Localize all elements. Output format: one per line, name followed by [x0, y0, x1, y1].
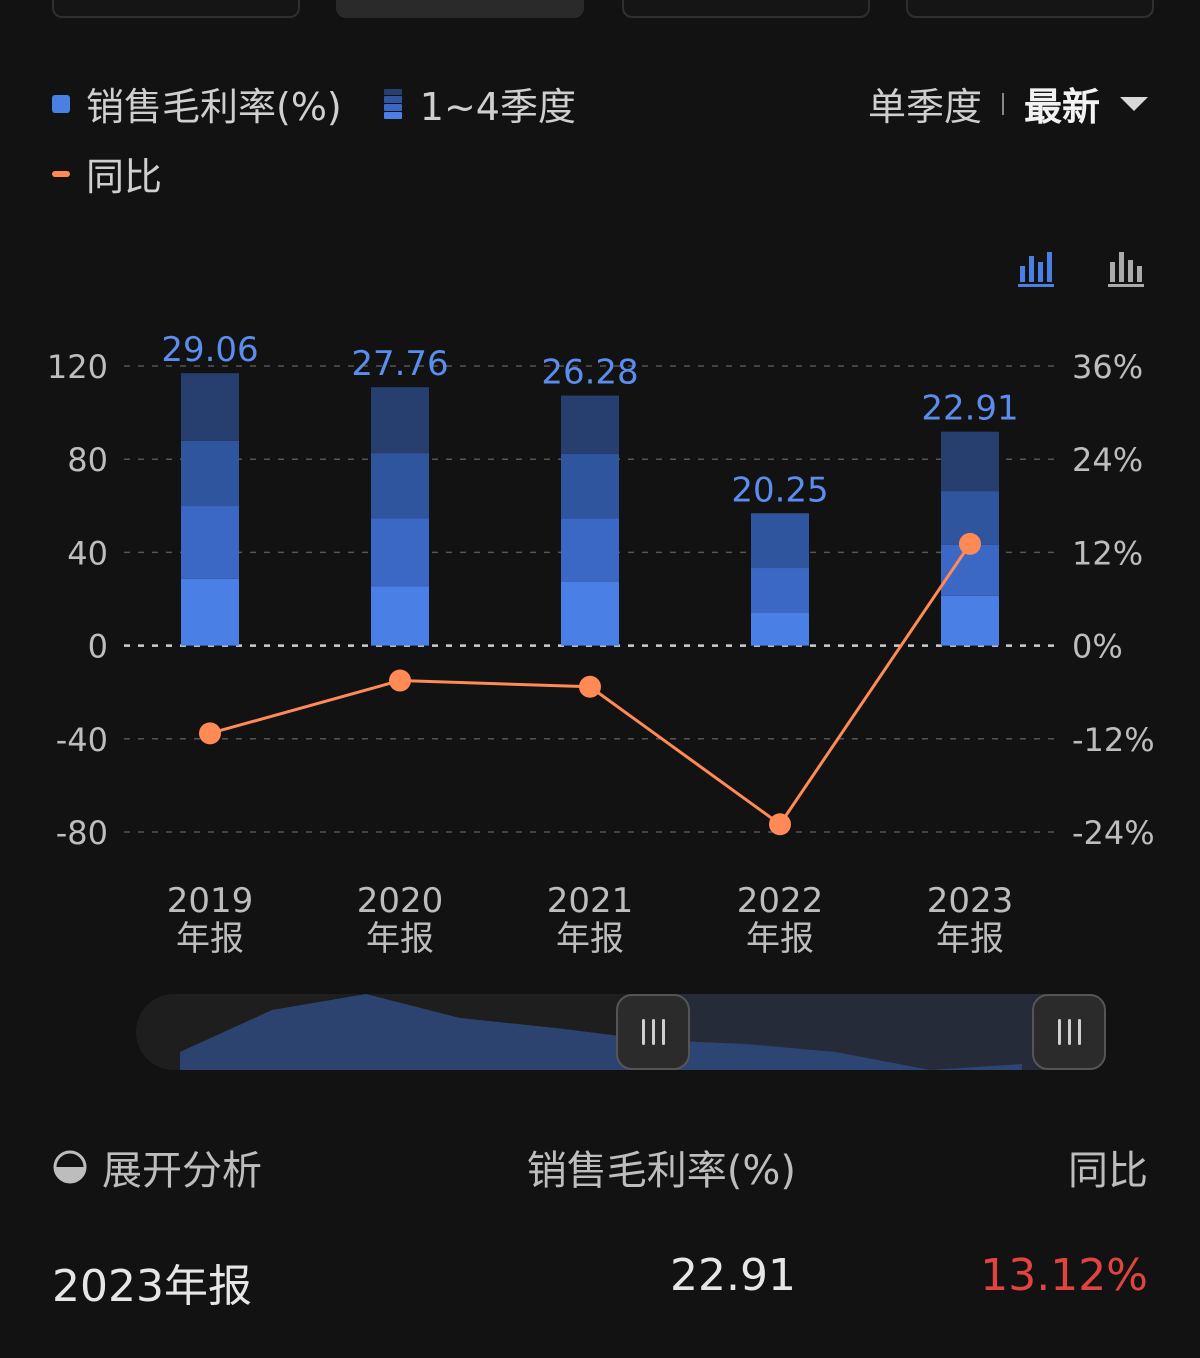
range-handle-start[interactable]	[616, 994, 690, 1070]
pie-icon	[53, 1150, 87, 1184]
legend-line-label[interactable]: 同比	[86, 155, 163, 199]
mode-divider	[1001, 92, 1004, 115]
legend-row-1: 销售毛利率(%) 1~4季度	[52, 76, 576, 131]
yoy-point	[769, 813, 791, 836]
bar-segment	[941, 431, 999, 492]
chevron-down-icon[interactable]	[1120, 96, 1148, 111]
yoy-point	[389, 669, 411, 692]
legend-bar-label[interactable]: 销售毛利率(%)	[86, 85, 342, 129]
expand-analysis[interactable]: 展开分析	[52, 1138, 262, 1196]
left-tick-label: 120	[47, 348, 108, 386]
x-tick-label: 年报	[176, 919, 244, 959]
legend-swatch-line	[52, 170, 70, 177]
left-tick-label: -80	[56, 814, 108, 852]
x-tick-label: 年报	[556, 919, 624, 959]
table-header: 展开分析 销售毛利率(%) 同比	[52, 1138, 1148, 1198]
col-yoy-header: 同比	[1068, 1148, 1148, 1194]
tab-1[interactable]	[52, 0, 300, 18]
x-tick-label: 年报	[746, 919, 814, 959]
bar-segment	[371, 387, 429, 454]
bar-segment	[371, 518, 429, 587]
x-tick-label: 2019	[167, 881, 254, 921]
range-handle-end[interactable]	[1032, 994, 1106, 1070]
bar-segment	[181, 578, 239, 646]
col-metric-header: 销售毛利率(%)	[526, 1148, 796, 1194]
expand-analysis-label: 展开分析	[102, 1148, 262, 1194]
row-period: 2023年报	[52, 1261, 252, 1312]
bar-segment	[561, 518, 619, 582]
bar-segment	[561, 581, 619, 646]
bar-segment	[561, 395, 619, 454]
bar-segment	[371, 453, 429, 519]
row-yoy: 13.12%	[980, 1250, 1148, 1301]
legend-row-2: 同比	[52, 146, 162, 201]
x-tick-label: 2021	[547, 881, 634, 921]
right-tick-label: -12%	[1072, 721, 1155, 759]
left-tick-label: 0	[88, 628, 108, 666]
bar-segment	[181, 373, 239, 441]
period-mode-switch[interactable]: 单季度 最新	[868, 76, 1148, 131]
gross-margin-chart: 120 36% 80 24% 40 12% 0 0% -40 -12% -80 -24% 29.06 27…	[47, 330, 1155, 959]
legend-swatch-quarters	[383, 88, 402, 119]
x-tick-label: 2022	[737, 881, 824, 921]
right-tick-label: 24%	[1072, 441, 1143, 479]
yoy-point	[959, 532, 981, 555]
bar-segment	[751, 612, 809, 646]
bar-value-label: 22.91	[921, 389, 1018, 429]
right-tick-label: 0%	[1072, 628, 1123, 666]
row-value: 22.91	[670, 1250, 796, 1301]
bar-segment	[751, 513, 809, 569]
x-tick-label: 年报	[366, 919, 434, 959]
bar-segment	[371, 586, 429, 646]
x-tick-label: 2023	[927, 881, 1014, 921]
bar-chart-icon[interactable]	[1016, 248, 1056, 288]
bar-segment	[181, 506, 239, 579]
column-chart-icon[interactable]	[1106, 248, 1146, 288]
left-tick-label: 40	[67, 534, 108, 572]
bar-value-label: 20.25	[731, 470, 828, 510]
bar-value-label: 29.06	[161, 330, 258, 370]
tab-3[interactable]	[622, 0, 870, 18]
tab-4[interactable]	[906, 0, 1154, 18]
bar-segment	[941, 595, 999, 646]
left-tick-label: 80	[67, 441, 108, 479]
bar-value-label: 26.28	[541, 353, 638, 393]
mode-single-quarter[interactable]: 单季度	[867, 85, 982, 129]
mode-latest[interactable]: 最新	[1023, 85, 1100, 129]
right-tick-label: 12%	[1072, 534, 1143, 572]
x-tick-label: 2020	[357, 881, 444, 921]
left-tick-label: -40	[56, 721, 108, 759]
tab-2[interactable]	[336, 0, 584, 18]
yoy-point	[199, 722, 221, 745]
yoy-point	[579, 675, 601, 698]
legend-quarter-label[interactable]: 1~4季度	[419, 85, 576, 129]
x-tick-label: 年报	[936, 919, 1004, 959]
bar-segment	[181, 440, 239, 507]
bar-value-label: 27.76	[351, 344, 448, 384]
bar-segment	[561, 453, 619, 519]
right-tick-label: -24%	[1072, 814, 1155, 852]
right-tick-label: 36%	[1072, 348, 1143, 386]
legend-swatch-bar	[52, 94, 70, 113]
overview-area	[180, 994, 1022, 1070]
table-row[interactable]: 2023年报 22.91 13.12%	[52, 1250, 1148, 1312]
bar-segment	[751, 568, 809, 613]
